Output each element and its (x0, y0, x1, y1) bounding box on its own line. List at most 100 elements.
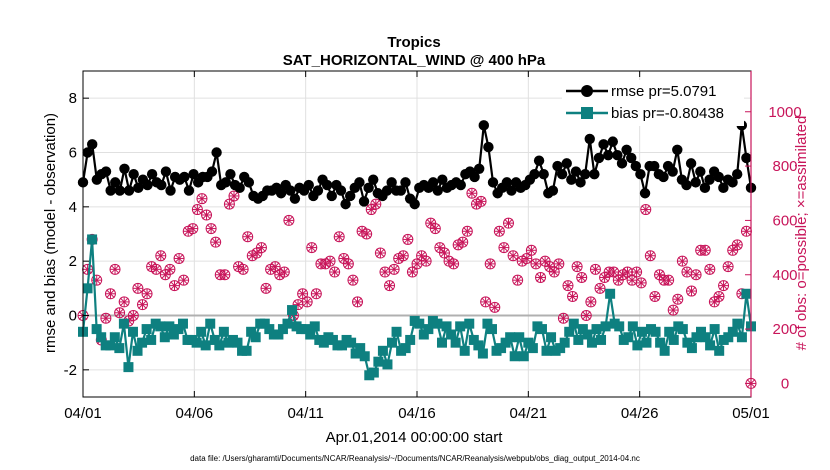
obs-count-point (672, 293, 684, 305)
rmse-point (635, 169, 646, 180)
bias-point (164, 321, 175, 332)
rmse-point (727, 177, 738, 188)
x-axis-label: Apr.01,2014 00:00:00 start (326, 429, 504, 446)
chart-subtitle: SAT_HORIZONTAL_WIND @ 400 hPa (283, 52, 546, 69)
bias-point (741, 288, 752, 299)
rmse-point (483, 141, 494, 153)
obs-count-point (164, 263, 176, 275)
rmse-point (598, 139, 609, 150)
y2-tick-label: 200 (772, 321, 797, 338)
rmse-point (699, 182, 711, 194)
obs-count-point (237, 263, 249, 275)
bias-point (96, 332, 107, 343)
bias-point (205, 318, 216, 329)
obs-count-point (118, 296, 130, 308)
bias-point (87, 234, 98, 245)
obs-count-point (219, 269, 231, 281)
obs-count-point (397, 250, 409, 262)
bias-point (300, 324, 311, 335)
obs-count-point (100, 312, 112, 324)
rmse-point (133, 182, 144, 194)
rmse-point (561, 158, 572, 169)
bias-point (218, 326, 229, 337)
bias-point (659, 345, 670, 356)
rmse-point (146, 169, 158, 180)
obs-count-point (388, 263, 400, 275)
bias-point (209, 334, 220, 345)
bias-point (109, 332, 120, 343)
rmse-point (455, 179, 466, 191)
rmse-point (128, 169, 139, 180)
rmse-point (234, 182, 245, 194)
rmse-point (243, 177, 255, 188)
bias-point (632, 340, 643, 351)
bias-point (509, 351, 520, 362)
legend-bias-marker (581, 107, 593, 119)
rmse-point (211, 147, 222, 158)
obs-count-point (379, 266, 391, 278)
obs-count-point (269, 261, 281, 273)
obs-count-point (457, 236, 469, 248)
bias-point (596, 334, 607, 345)
rmse-point (547, 185, 559, 196)
obs-count-point (352, 296, 364, 308)
rmse-point (358, 196, 370, 207)
bias-point (559, 337, 570, 348)
bias-point (368, 367, 379, 378)
obs-count-point (525, 244, 537, 256)
obs-count-point (535, 271, 547, 283)
obs-count-point (301, 296, 313, 308)
obs-count-point (557, 312, 569, 324)
obs-count-point (420, 255, 432, 267)
rmse-point (312, 185, 324, 196)
bias-point (196, 326, 207, 337)
bias-point (564, 326, 575, 337)
obs-count-point (255, 242, 267, 254)
bias-point (441, 321, 452, 332)
obs-count-point (306, 242, 318, 254)
obs-count-point (740, 225, 752, 237)
bias-point (377, 345, 388, 356)
obs-count-point (406, 266, 418, 278)
rmse-point (616, 158, 628, 169)
rmse-point (123, 185, 135, 196)
obs-count-point (411, 258, 423, 270)
bias-point (541, 345, 552, 356)
bias-point (200, 340, 211, 351)
bias-point (732, 318, 743, 329)
rmse-point (575, 177, 586, 188)
obs-count-point (512, 274, 524, 286)
obs-count-point (507, 250, 519, 262)
bias-point (155, 321, 166, 332)
rmse-point (326, 190, 337, 202)
x-tick-label: 04/16 (398, 405, 436, 422)
bias-point (468, 334, 479, 345)
bias-point (477, 348, 488, 359)
rmse-point (478, 120, 489, 131)
bias-point (436, 337, 447, 348)
rmse-point (114, 185, 126, 196)
obs-count-point (384, 280, 396, 292)
rmse-point (593, 152, 605, 164)
obs-count-point (503, 217, 515, 229)
obs-count-point (196, 193, 208, 205)
bias-point (123, 362, 134, 373)
obs-count-point (530, 258, 542, 270)
x-tick-label: 04/01 (64, 405, 102, 422)
obs-count-point (686, 285, 698, 297)
y-tick-label: 2 (69, 253, 77, 270)
obs-count-point (136, 299, 148, 311)
rmse-point (473, 163, 485, 174)
rmse-point (275, 188, 287, 199)
bias-point (450, 337, 461, 348)
rmse-point (667, 166, 678, 177)
bias-point (500, 337, 511, 348)
rmse-point (704, 174, 715, 185)
rmse-point (345, 190, 356, 202)
bias-point (455, 321, 466, 332)
obs-count-point (640, 204, 652, 216)
rmse-point (354, 177, 365, 188)
y2-tick-label: 400 (772, 267, 797, 284)
rmse-point (589, 169, 600, 180)
